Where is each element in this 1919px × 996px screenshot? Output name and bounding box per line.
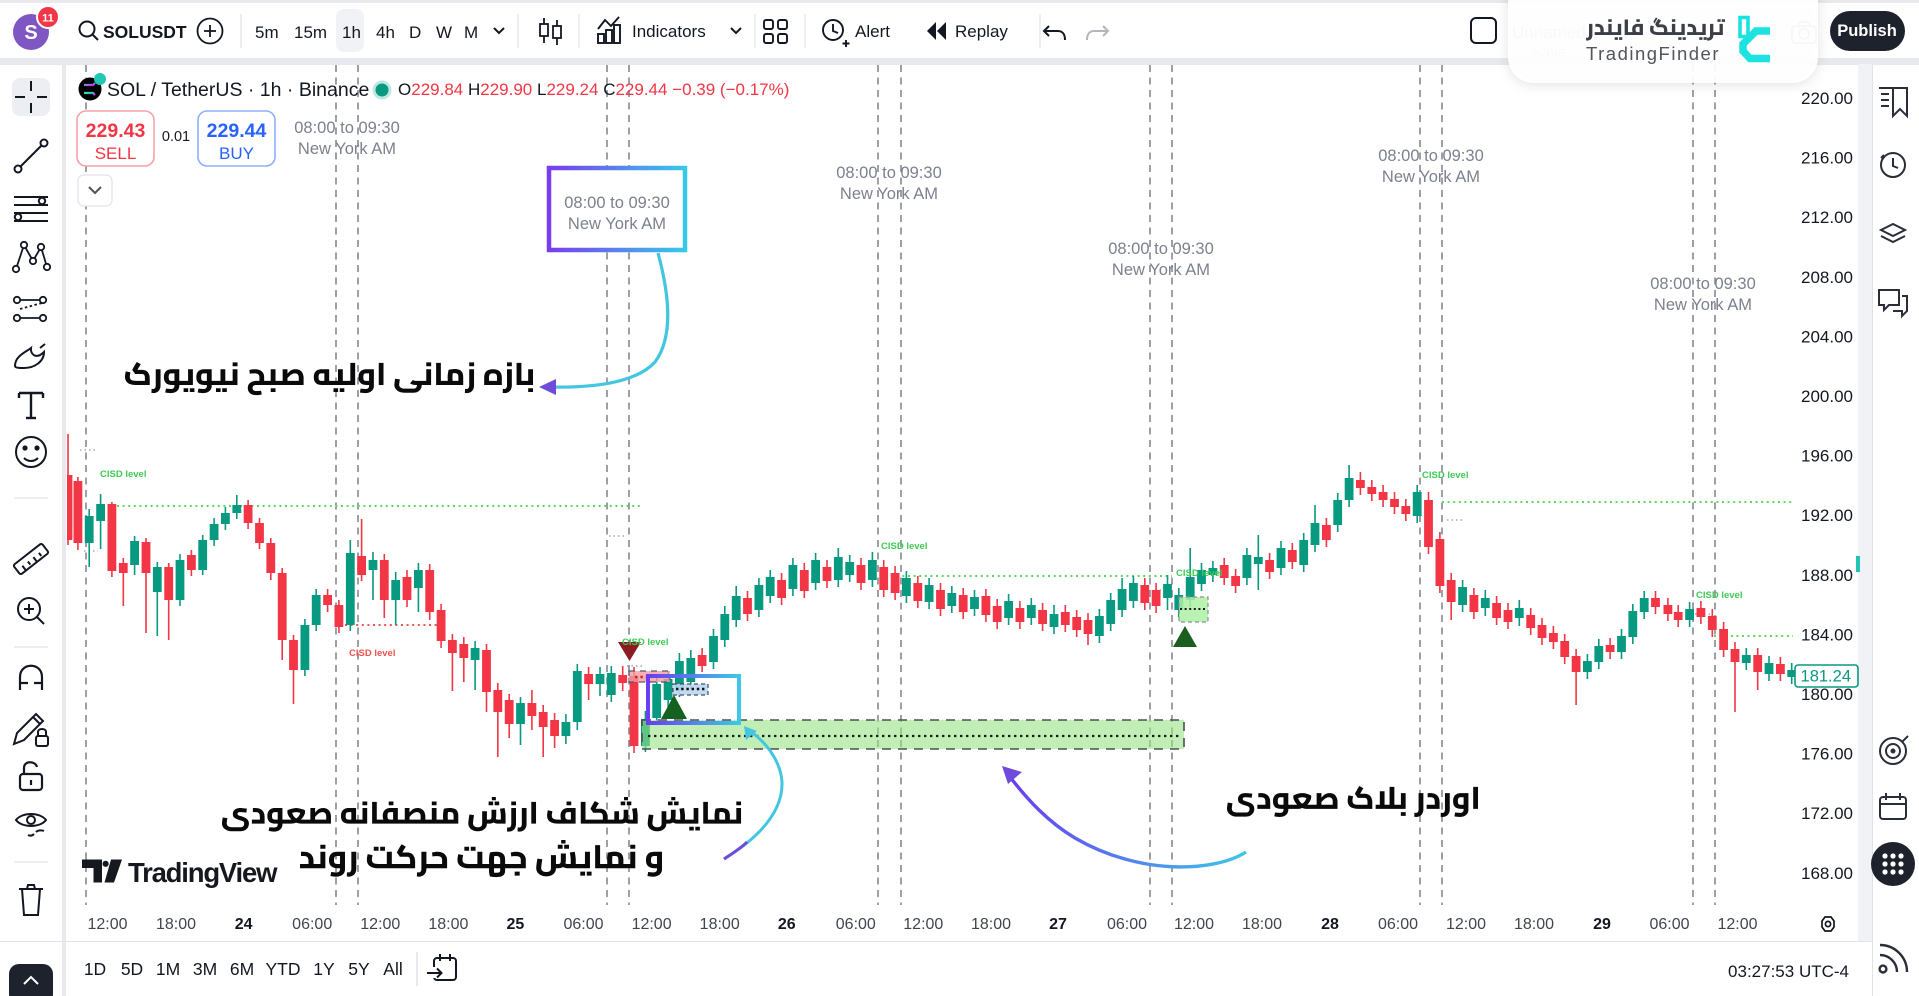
svg-text:180.00: 180.00 [1801, 685, 1853, 704]
svg-text:184.00: 184.00 [1801, 625, 1853, 644]
svg-text:5Y: 5Y [348, 959, 370, 979]
svg-text:27: 27 [1049, 916, 1067, 933]
svg-text:18:00: 18:00 [428, 916, 468, 933]
svg-text:216.00: 216.00 [1801, 149, 1853, 168]
svg-text:New York AM: New York AM [1112, 261, 1210, 279]
svg-text:CISD level: CISD level [1696, 590, 1742, 601]
svg-text:TradingView: TradingView [128, 857, 278, 888]
svg-text:1M: 1M [156, 959, 180, 979]
svg-text:Replay: Replay [955, 22, 1008, 41]
svg-text:5m: 5m [255, 23, 279, 42]
svg-text:5D: 5D [121, 959, 143, 979]
svg-text:24: 24 [235, 916, 253, 933]
svg-text:New York AM: New York AM [298, 140, 396, 158]
svg-text:S: S [24, 22, 37, 44]
svg-text:12:00: 12:00 [1446, 916, 1486, 933]
svg-text:204.00: 204.00 [1801, 327, 1853, 346]
svg-text:1D: 1D [84, 959, 106, 979]
svg-text:06:00: 06:00 [563, 916, 603, 933]
svg-text:12:00: 12:00 [1174, 916, 1214, 933]
svg-text:08:00 to 09:30: 08:00 to 09:30 [564, 194, 670, 212]
svg-text:18:00: 18:00 [156, 916, 196, 933]
svg-text:06:00: 06:00 [1107, 916, 1147, 933]
svg-text:Indicators: Indicators [632, 22, 706, 41]
svg-text:M: M [464, 23, 478, 42]
svg-text:12:00: 12:00 [903, 916, 943, 933]
svg-text:08:00 to 09:30: 08:00 to 09:30 [1650, 275, 1756, 293]
svg-text:08:00 to 09:30: 08:00 to 09:30 [836, 164, 942, 182]
svg-text:CISD level: CISD level [1176, 568, 1222, 579]
svg-text:1Y: 1Y [313, 959, 335, 979]
svg-text:CISD level: CISD level [349, 648, 395, 659]
svg-text:SOL / TetherUS · 1h · Binance: SOL / TetherUS · 1h · Binance [107, 79, 369, 101]
svg-text:CISD level: CISD level [1422, 470, 1468, 481]
svg-text:229.43: 229.43 [86, 120, 146, 142]
svg-text:06:00: 06:00 [292, 916, 332, 933]
svg-text:26: 26 [778, 916, 796, 933]
svg-text:188.00: 188.00 [1801, 566, 1853, 585]
svg-text:BUY: BUY [219, 144, 254, 163]
svg-text:06:00: 06:00 [836, 916, 876, 933]
svg-text:CISD level: CISD level [100, 469, 146, 480]
svg-text:08:00 to 09:30: 08:00 to 09:30 [1378, 147, 1484, 165]
svg-text:29: 29 [1593, 916, 1611, 933]
svg-text:Publish: Publish [1837, 22, 1897, 40]
svg-text:CISD level: CISD level [881, 541, 927, 552]
svg-text:06:00: 06:00 [1378, 916, 1418, 933]
svg-text:181.24: 181.24 [1801, 668, 1851, 686]
svg-text:11: 11 [42, 13, 54, 25]
svg-text:208.00: 208.00 [1801, 268, 1853, 287]
svg-text:08:00 to 09:30: 08:00 to 09:30 [1108, 240, 1214, 258]
svg-text:SELL: SELL [95, 144, 137, 163]
svg-text:New York AM: New York AM [1382, 168, 1480, 186]
svg-text:220.00: 220.00 [1801, 89, 1853, 108]
svg-text:18:00: 18:00 [1242, 916, 1282, 933]
svg-text:4h: 4h [376, 23, 395, 42]
svg-text:1h: 1h [342, 23, 361, 42]
svg-text:12:00: 12:00 [1717, 916, 1757, 933]
svg-text:New York AM: New York AM [568, 215, 666, 233]
svg-text:New York AM: New York AM [1654, 296, 1752, 314]
svg-text:All: All [383, 959, 402, 979]
svg-text:O229.84 H229.90 L229.24 C229.4: O229.84 H229.90 L229.24 C229.44 −0.39 (−… [398, 80, 789, 99]
svg-text:0.01: 0.01 [162, 129, 190, 145]
svg-text:168.00: 168.00 [1801, 864, 1853, 883]
svg-text:06:00: 06:00 [1649, 916, 1689, 933]
svg-text:176.00: 176.00 [1801, 745, 1853, 764]
svg-text:172.00: 172.00 [1801, 804, 1853, 823]
svg-text:Alert: Alert [855, 22, 890, 41]
svg-text:18:00: 18:00 [1514, 916, 1554, 933]
svg-text:D: D [409, 23, 421, 42]
svg-text:03:27:53 UTC-4: 03:27:53 UTC-4 [1728, 962, 1849, 981]
svg-text:SOLUSDT: SOLUSDT [103, 22, 187, 42]
svg-text:CISD level: CISD level [622, 637, 668, 648]
svg-text:12:00: 12:00 [632, 916, 672, 933]
svg-text:W: W [436, 23, 452, 42]
svg-text:200.00: 200.00 [1801, 387, 1853, 406]
svg-text:212.00: 212.00 [1801, 208, 1853, 227]
svg-text:12:00: 12:00 [360, 916, 400, 933]
svg-text:18:00: 18:00 [700, 916, 740, 933]
svg-text:12:00: 12:00 [87, 916, 127, 933]
svg-text:28: 28 [1321, 916, 1339, 933]
svg-text:TradingFinder: TradingFinder [1586, 43, 1720, 64]
svg-text:25: 25 [507, 916, 525, 933]
svg-text:YTD: YTD [266, 959, 301, 979]
svg-text:196.00: 196.00 [1801, 447, 1853, 466]
svg-text:3M: 3M [193, 959, 217, 979]
svg-text:229.44: 229.44 [207, 120, 267, 142]
svg-text:15m: 15m [294, 23, 327, 42]
svg-text:08:00 to 09:30: 08:00 to 09:30 [294, 119, 400, 137]
svg-text:192.00: 192.00 [1801, 506, 1853, 525]
svg-text:18:00: 18:00 [971, 916, 1011, 933]
svg-text:New York AM: New York AM [840, 185, 938, 203]
svg-text:6M: 6M [230, 959, 254, 979]
